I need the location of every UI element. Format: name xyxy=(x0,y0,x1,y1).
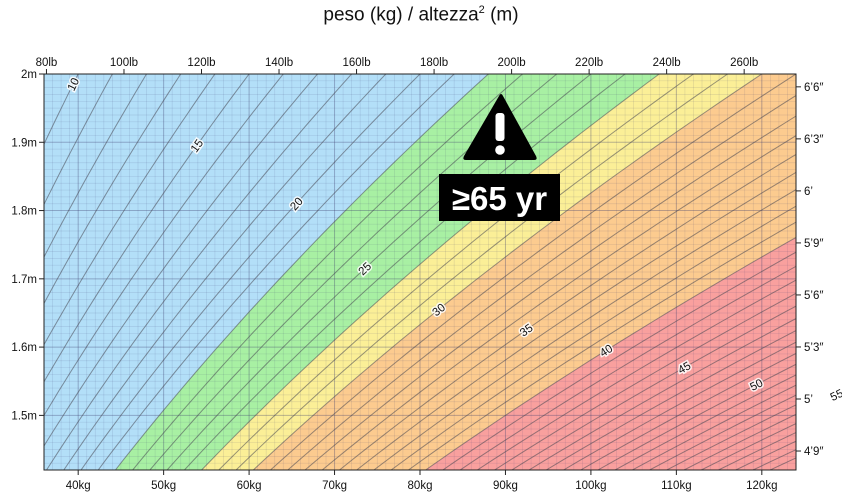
x-bottom-tick-label: 100kg xyxy=(575,480,606,492)
x-top-tick-label: 220lb xyxy=(575,57,603,69)
bmi-line xyxy=(235,74,728,470)
bmi-line xyxy=(46,74,352,470)
y-left-tick-label: 1.8m xyxy=(11,206,37,218)
chart-title-unit: (m) xyxy=(484,4,519,26)
x-top-tick-label: 160lb xyxy=(342,57,370,69)
x-bottom-tick-label: 50kg xyxy=(151,480,176,492)
bmi-line xyxy=(390,205,796,470)
bmi-line xyxy=(597,363,796,470)
y-right-tick-label: 5’9″ xyxy=(804,238,823,250)
bmi-line xyxy=(44,74,182,305)
bmi-line xyxy=(545,329,796,470)
bmi-line xyxy=(63,74,387,470)
x-top-tick-label: 120lb xyxy=(187,57,215,69)
bmi-line xyxy=(511,305,796,470)
chart-title-text: peso (kg) / altezza xyxy=(323,4,479,26)
bmi-line xyxy=(321,135,796,470)
bmi-line xyxy=(44,74,216,346)
bmi-line xyxy=(580,352,796,470)
y-right-tick-label: 4’9″ xyxy=(804,446,823,458)
bmi-line xyxy=(494,292,796,470)
bmi-line xyxy=(44,74,113,206)
y-right-tick-label: 6’ xyxy=(804,186,813,198)
bmi-line xyxy=(614,374,796,470)
bmi-line xyxy=(44,74,318,447)
bmi-zone-3 xyxy=(253,74,796,470)
y-right-tick-label: 6’3″ xyxy=(804,134,823,146)
warning-badge: ≥65 yr xyxy=(439,94,560,221)
bmi-line xyxy=(528,317,796,470)
bmi-line xyxy=(44,74,147,259)
axes: 40kg 50kg 60kg 70kg 80kg 90kg 100kg 110kg 120kg 8… xyxy=(11,57,823,492)
x-top-tick-label: 260lb xyxy=(730,57,758,69)
bmi-line xyxy=(97,74,455,470)
y-right-tick-label: 5’3″ xyxy=(804,342,823,354)
bmi-line xyxy=(649,394,796,470)
bmi-line xyxy=(425,236,796,470)
warning-exclamation-dot xyxy=(495,145,505,155)
bmi-line xyxy=(373,189,796,470)
bmi-line xyxy=(477,279,796,470)
x-top-tick-label: 100lb xyxy=(110,57,138,69)
chart-title-superscript: 2 xyxy=(478,4,485,16)
x-bottom-tick-label: 120kg xyxy=(746,480,777,492)
y-right-tick-label: 5’6″ xyxy=(804,290,823,302)
x-bottom-tick-label: 60kg xyxy=(237,480,262,492)
bmi-label-text: 55 xyxy=(829,388,842,404)
x-bottom-tick-label: 110kg xyxy=(661,480,691,492)
bmi-line xyxy=(44,74,284,417)
bmi-zone-1 xyxy=(115,74,660,470)
warning-label-box xyxy=(439,174,560,221)
bmi-lines xyxy=(44,74,796,470)
bmi-line xyxy=(115,74,489,470)
x-top-tick-label: 240lb xyxy=(653,57,681,69)
x-top-tick-label: 140lb xyxy=(265,57,293,69)
bmi-line xyxy=(442,251,796,470)
bmi-line xyxy=(184,74,626,470)
x-bottom-tick-label: 70kg xyxy=(322,480,347,492)
bmi-zones xyxy=(44,74,796,470)
warning-label: ≥65 yr xyxy=(452,180,547,217)
y-left-tick-label: 1.5m xyxy=(11,410,37,422)
x-bottom-tick-label: 80kg xyxy=(408,480,433,492)
bmi-label-55: 55 xyxy=(827,386,842,405)
bmi-line xyxy=(132,74,523,470)
bmi-line xyxy=(44,74,250,383)
y-left-tick-label: 1.9m xyxy=(11,137,37,149)
warning-exclamation-bar xyxy=(495,113,505,141)
bmi-line xyxy=(339,153,796,470)
y-right-tick-label: 6’6″ xyxy=(804,82,823,94)
bmi-line xyxy=(218,74,694,470)
y-left-tick-label: 1.6m xyxy=(11,342,37,354)
bmi-line xyxy=(459,265,796,470)
bmi-line xyxy=(252,74,763,470)
x-top-tick-label: 200lb xyxy=(498,57,526,69)
bmi-line xyxy=(44,74,79,146)
bmi-line xyxy=(270,74,796,470)
y-left-tick-label: 1.7m xyxy=(11,274,37,286)
bmi-line xyxy=(80,74,421,470)
x-top-tick-label: 180lb xyxy=(420,57,448,69)
bmi-line xyxy=(304,115,796,470)
bmi-line xyxy=(201,74,660,470)
y-right-tick-label: 5’ xyxy=(804,394,813,406)
x-top-tick-label: 80lb xyxy=(36,57,58,69)
bmi-line xyxy=(632,384,796,470)
x-bottom-tick-label: 90kg xyxy=(493,480,518,492)
bmi-line xyxy=(356,171,796,470)
y-left-tick-label: 2m xyxy=(21,69,37,81)
x-bottom-tick-label: 40kg xyxy=(66,480,91,492)
chart-title: peso (kg) / altezza2 (m) xyxy=(0,4,842,26)
bmi-line xyxy=(408,221,796,470)
bmi-line xyxy=(287,94,796,470)
bmi-zone-2 xyxy=(201,74,762,470)
bmi-line xyxy=(563,341,796,470)
